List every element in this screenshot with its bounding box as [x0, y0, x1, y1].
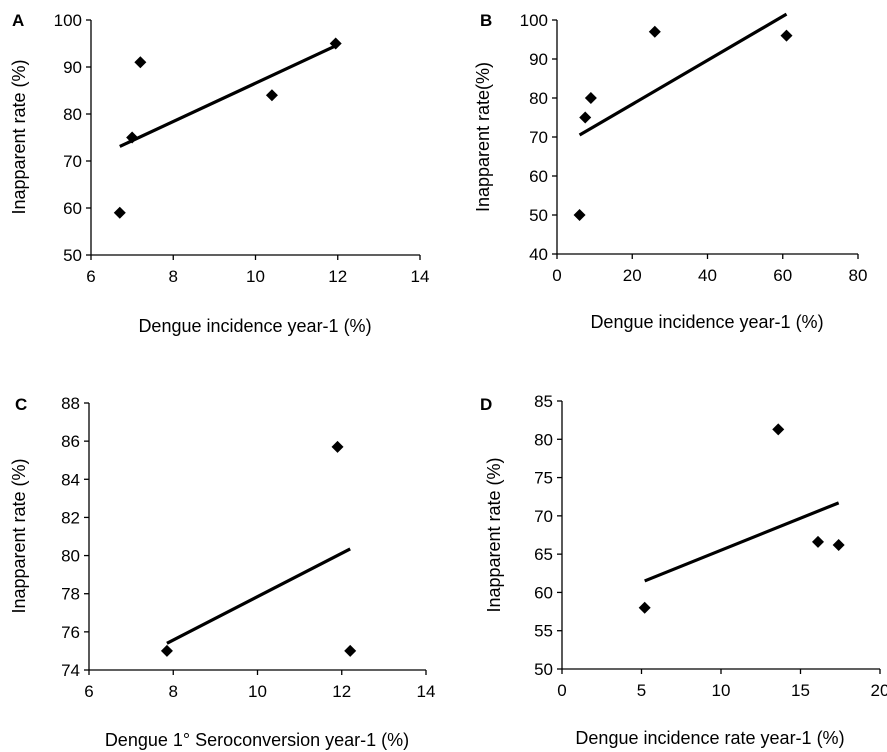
- y-tick-label: 70: [63, 152, 82, 171]
- panel-letter: C: [15, 395, 27, 414]
- y-tick-label: 40: [529, 245, 548, 264]
- x-axis-label: Dengue 1° Seroconversion year-1 (%): [105, 730, 409, 750]
- data-point: [780, 29, 793, 42]
- x-tick-label: 60: [773, 266, 792, 285]
- y-tick-label: 50: [63, 246, 82, 265]
- x-tick-label: 14: [411, 267, 430, 286]
- panel-b: 40 50 60 70 80 90 100 0 20 40 60 80 B Dengue incidenc…: [473, 11, 867, 332]
- panel-a: 50 60 70 80 90 100 6 8 10 12 14 A Dengue incidence y…: [9, 11, 429, 336]
- data-point: [772, 423, 785, 436]
- x-tick-label: 5: [637, 681, 646, 700]
- x-tick-label: 20: [871, 681, 887, 700]
- y-tick-label: 80: [534, 430, 553, 449]
- x-axis-label: Dengue incidence rate year-1 (%): [575, 728, 844, 748]
- panel-letter: D: [480, 395, 492, 414]
- y-tick-label: 76: [61, 623, 80, 642]
- y-tick-label: 82: [61, 508, 80, 527]
- x-tick-label: 80: [849, 266, 868, 285]
- x-tick-label: 0: [557, 681, 566, 700]
- trendline: [644, 501, 840, 583]
- data-point: [344, 644, 357, 657]
- y-tick-label: 75: [534, 469, 553, 488]
- y-tick-label: 100: [520, 11, 548, 30]
- data-point: [265, 89, 278, 102]
- y-tick-label: 85: [534, 392, 553, 411]
- x-tick-label: 12: [332, 682, 351, 701]
- x-tick-label: 10: [248, 682, 267, 701]
- y-tick-label: 100: [54, 11, 82, 30]
- x-tick-label: 6: [86, 267, 95, 286]
- y-tick-label: 70: [529, 128, 548, 147]
- x-tick-label: 0: [552, 266, 561, 285]
- y-tick-label: 74: [61, 661, 80, 680]
- y-tick-label: 80: [61, 547, 80, 566]
- data-point: [832, 538, 845, 551]
- x-tick-label: 10: [712, 681, 731, 700]
- y-tick-label: 50: [534, 660, 553, 679]
- y-tick-label: 60: [529, 167, 548, 186]
- data-point: [331, 440, 344, 453]
- data-point: [638, 601, 651, 614]
- data-point: [126, 131, 139, 144]
- y-tick-label: 90: [63, 58, 82, 77]
- x-tick-label: 14: [417, 682, 436, 701]
- y-tick-label: 80: [63, 105, 82, 124]
- y-tick-label: 80: [529, 89, 548, 108]
- y-axis-label: Inapparent rate(%): [473, 62, 493, 212]
- y-tick-label: 60: [534, 583, 553, 602]
- y-tick-label: 50: [529, 206, 548, 225]
- x-tick-label: 12: [328, 267, 347, 286]
- data-point: [811, 535, 824, 548]
- panel-d: 50 55 60 65 70 75 80 85 0 5 10 15 20 D Dengue incidenc…: [480, 392, 887, 748]
- x-tick-label: 40: [698, 266, 717, 285]
- y-tick-label: 86: [61, 432, 80, 451]
- panel-c: 74 76 78 80 82 84 86 88 6 8 10 12 14 C Dengue 1° Seroc…: [9, 394, 435, 750]
- x-tick-label: 15: [791, 681, 810, 700]
- trendline: [119, 44, 337, 148]
- panel-letter: B: [480, 11, 492, 30]
- x-axis-label: Dengue incidence year-1 (%): [138, 316, 371, 336]
- x-tick-label: 10: [246, 267, 265, 286]
- y-tick-label: 70: [534, 507, 553, 526]
- y-axis-label: Inapparent rate (%): [9, 59, 29, 214]
- x-tick-label: 6: [84, 682, 93, 701]
- y-tick-label: 60: [63, 199, 82, 218]
- y-tick-label: 88: [61, 394, 80, 413]
- y-tick-label: 55: [534, 622, 553, 641]
- panel-letter: A: [12, 11, 24, 30]
- x-tick-label: 8: [169, 267, 178, 286]
- y-axis-label: Inapparent rate (%): [484, 457, 504, 612]
- x-axis-label: Dengue incidence year-1 (%): [590, 312, 823, 332]
- y-axis-label: Inapparent rate (%): [9, 458, 29, 613]
- y-tick-label: 78: [61, 585, 80, 604]
- x-tick-label: 20: [623, 266, 642, 285]
- y-tick-label: 65: [534, 545, 553, 564]
- trendline: [578, 12, 788, 137]
- x-tick-label: 8: [169, 682, 178, 701]
- trendline: [166, 547, 351, 645]
- data-point: [160, 644, 173, 657]
- data-point: [648, 25, 661, 38]
- y-tick-label: 90: [529, 50, 548, 69]
- data-point: [134, 56, 147, 69]
- data-point: [329, 37, 342, 50]
- data-point: [113, 206, 126, 219]
- data-point: [584, 92, 597, 104]
- y-tick-label: 84: [61, 470, 80, 489]
- data-point: [579, 111, 592, 124]
- data-point: [573, 209, 586, 221]
